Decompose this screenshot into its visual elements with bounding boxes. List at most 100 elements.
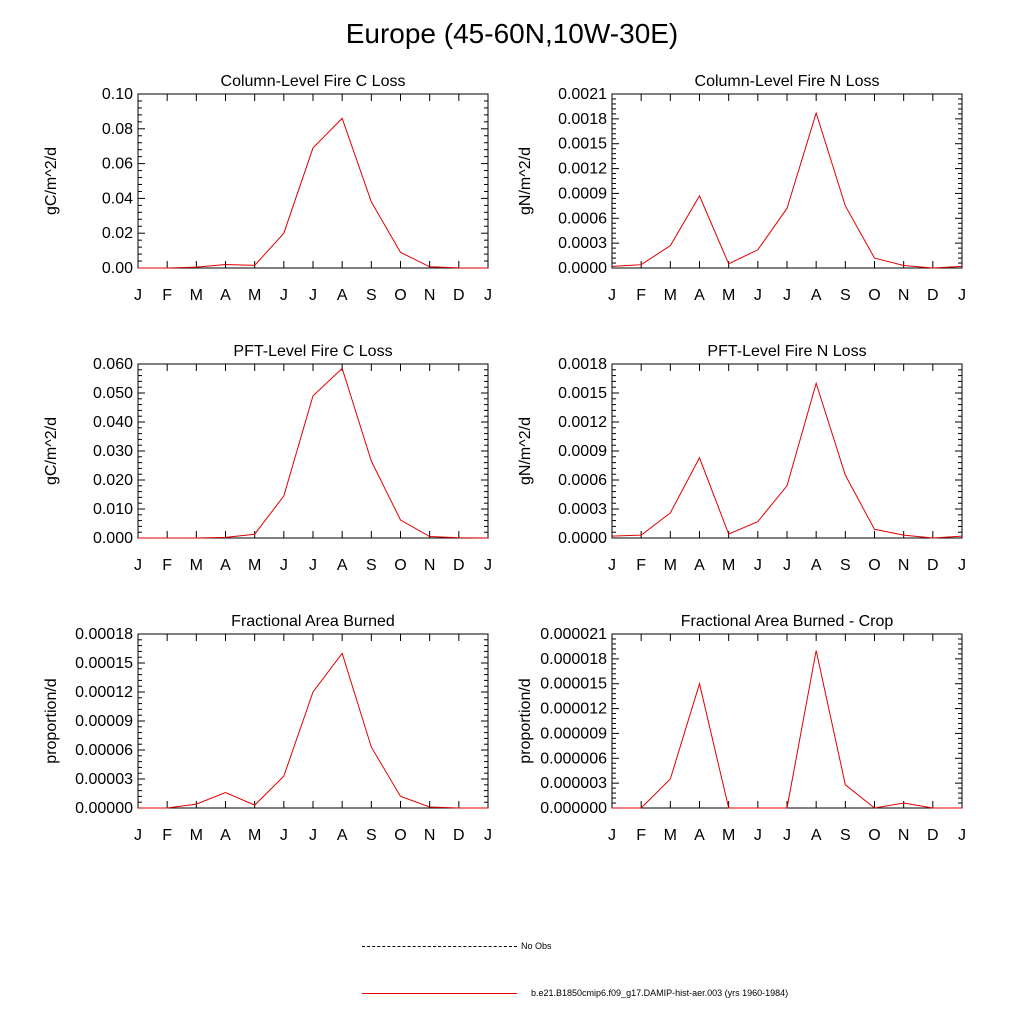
x-tick-label: D [453,557,465,574]
x-tick-label: J [484,557,492,574]
x-tick-label: N [424,827,436,844]
x-tick-label: S [840,827,851,844]
y-tick-label: 0.020 [93,472,133,489]
y-tick-label: 0.00012 [75,684,133,701]
y-tick-label: 0.0009 [558,443,607,460]
x-tick-label: F [636,557,646,574]
x-tick-label: J [783,287,791,304]
x-tick-label: J [958,287,966,304]
x-tick-label: S [840,557,851,574]
y-axis-label: proportion/d [43,678,60,763]
y-tick-label: 0.060 [93,356,133,373]
x-tick-label: A [694,557,705,574]
y-axis-label: gC/m^2/d [43,417,60,485]
y-tick-label: 0.000006 [540,750,607,767]
y-tick-label: 0.00003 [75,771,133,788]
y-axis-label: gN/m^2/d [517,147,534,215]
y-tick-label: 0.00009 [75,713,133,730]
y-tick-label: 0.00 [102,260,133,277]
x-tick-label: F [162,287,172,304]
x-tick-label: S [366,287,377,304]
x-tick-label: J [134,827,142,844]
y-tick-label: 0.00015 [75,655,133,672]
plot-frame [137,363,489,539]
plot-frame [611,93,963,269]
red-line-swatch [362,992,517,994]
y-tick-label: 0.0018 [558,111,607,128]
y-tick-label: 0.040 [93,414,133,431]
x-tick-label: A [811,827,822,844]
y-tick-label: 0.0018 [558,356,607,373]
x-tick-label: M [664,557,677,574]
x-tick-label: J [309,827,317,844]
x-tick-label: N [898,287,910,304]
x-tick-label: M [248,287,261,304]
y-tick-label: 0.0006 [558,210,607,227]
y-tick-label: 0.10 [102,86,133,103]
y-tick-label: 0.08 [102,121,133,138]
y-tick-label: 0.000021 [540,626,607,643]
x-tick-label: D [453,827,465,844]
plot-frame [611,363,963,539]
dashed-line-swatch [362,945,517,947]
y-tick-label: 0.0012 [558,414,607,431]
x-tick-label: N [424,287,436,304]
x-tick-label: S [366,557,377,574]
x-tick-label: M [722,287,735,304]
x-tick-label: A [811,287,822,304]
x-tick-label: J [754,827,762,844]
legend-model-label: b.e21.B1850cmip6.f09_g17.DAMIP-hist-aer.… [531,988,789,998]
series-line [138,117,489,269]
x-tick-label: A [220,557,231,574]
x-tick-label: A [337,287,348,304]
plot-frame [611,633,963,809]
x-tick-label: M [722,557,735,574]
x-tick-label: M [190,557,203,574]
x-tick-label: J [608,557,616,574]
x-tick-label: A [220,287,231,304]
chart-title: Column-Level Fire N Loss [695,73,880,90]
y-tick-label: 0.00018 [75,626,133,643]
y-tick-label: 0.02 [102,225,133,242]
x-tick-label: O [394,287,406,304]
series-line [611,381,963,539]
x-tick-label: J [608,287,616,304]
chart-title: PFT-Level Fire N Loss [707,343,866,360]
x-tick-label: J [783,557,791,574]
x-tick-label: M [664,827,677,844]
x-tick-label: O [868,827,880,844]
x-tick-label: J [754,287,762,304]
plot-frame [137,633,489,809]
y-tick-label: 0.000009 [540,725,607,742]
x-tick-label: A [811,557,822,574]
x-tick-label: J [958,827,966,844]
x-tick-label: M [190,827,203,844]
y-tick-label: 0.0009 [558,185,607,202]
x-tick-label: J [783,827,791,844]
y-tick-label: 0.0012 [558,161,607,178]
chart-title: PFT-Level Fire C Loss [233,343,392,360]
x-tick-label: N [424,557,436,574]
x-tick-label: D [927,827,939,844]
y-axis-label: gC/m^2/d [43,147,60,215]
y-tick-label: 0.0003 [558,501,607,518]
x-tick-label: O [868,557,880,574]
x-tick-label: F [162,557,172,574]
series-line [611,111,963,269]
y-axis-label: proportion/d [517,678,534,763]
series-line [612,650,962,809]
x-tick-label: A [337,827,348,844]
x-tick-label: D [453,287,465,304]
x-tick-label: D [927,557,939,574]
x-tick-label: J [134,557,142,574]
x-tick-label: A [694,827,705,844]
y-tick-label: 0.0000 [558,260,607,277]
legend-model-run: b.e21.B1850cmip6.f09_g17.DAMIP-hist-aer.… [362,988,788,998]
x-tick-label: A [220,827,231,844]
y-tick-label: 0.0021 [558,86,607,103]
x-tick-label: J [958,557,966,574]
x-tick-label: S [840,287,851,304]
x-tick-label: F [636,827,646,844]
y-tick-label: 0.000 [93,530,133,547]
